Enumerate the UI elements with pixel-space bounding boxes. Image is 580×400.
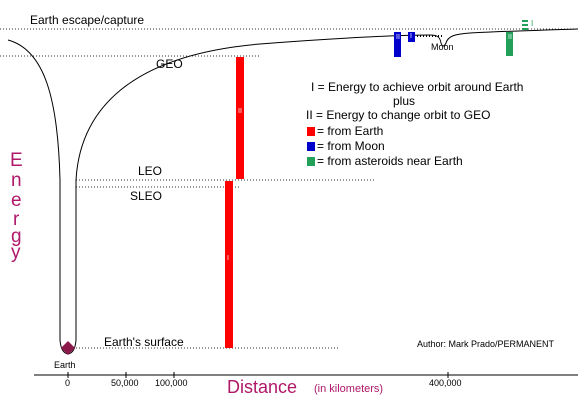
blue-bar-2-mark: I bbox=[410, 33, 412, 40]
earth-gravity-well bbox=[7, 34, 431, 355]
x-tick-label-400000: 400,000 bbox=[429, 378, 462, 388]
red-bar-orbit bbox=[225, 181, 233, 348]
surface-level-label: Earth's surface bbox=[104, 335, 184, 349]
green-asteroid-mark-3 bbox=[522, 28, 528, 30]
y-letter-2: n bbox=[11, 170, 22, 191]
blue-swatch bbox=[307, 142, 315, 151]
earth-label: Earth bbox=[54, 360, 76, 370]
x-axis-unit: (in kilometers) bbox=[314, 383, 384, 395]
green-bar-mark: II bbox=[508, 34, 512, 41]
y-letter-1: E bbox=[10, 150, 23, 171]
green-asteroid-mark-label: I bbox=[531, 19, 534, 28]
author-credit: Author: Mark Prado/PERMANENT bbox=[417, 339, 555, 349]
green-swatch bbox=[307, 157, 315, 166]
legend-line-2: plus bbox=[393, 94, 416, 108]
sleo-level-label: SLEO bbox=[130, 189, 163, 203]
legend-item-asteroids: = from asteroids near Earth bbox=[307, 154, 463, 168]
y-letter-4: r bbox=[13, 209, 20, 230]
red-bar-geo-mark: II bbox=[238, 108, 242, 115]
x-tick-label-0: 0 bbox=[65, 378, 71, 388]
legend-item-earth: = from Earth bbox=[307, 124, 383, 138]
moon-gravity-well bbox=[429, 28, 579, 47]
geo-level-label: GEO bbox=[156, 57, 183, 71]
y-letter-3: e bbox=[11, 190, 22, 211]
y-letter-5: g bbox=[11, 226, 22, 247]
escape-level-label: Earth escape/capture bbox=[30, 13, 145, 27]
leo-level-label: LEO bbox=[138, 164, 163, 178]
earth-marker bbox=[61, 341, 75, 355]
green-asteroid-mark-1 bbox=[522, 20, 528, 22]
green-asteroid-mark-2 bbox=[522, 24, 528, 26]
legend-item-moon: = from Moon bbox=[307, 139, 385, 153]
blue-bar-1-mark: II bbox=[396, 34, 400, 41]
legend-item-earth-label: = from Earth bbox=[317, 124, 384, 138]
red-bar-orbit-mark: I bbox=[227, 255, 229, 262]
x-tick-label-50000: 50,000 bbox=[111, 378, 139, 388]
moon-label: Moon bbox=[431, 42, 454, 52]
red-bar-geo bbox=[236, 57, 244, 179]
legend-item-asteroids-label: = from asteroids near Earth bbox=[317, 154, 463, 168]
red-swatch bbox=[307, 127, 315, 136]
legend-line-1: I = Energy to achieve orbit around Earth bbox=[311, 80, 524, 94]
legend-line-3: II = Energy to change orbit to GEO bbox=[306, 108, 491, 122]
y-letter-6: y bbox=[11, 242, 21, 263]
legend-item-moon-label: = from Moon bbox=[317, 139, 385, 153]
x-tick-label-100000: 100,000 bbox=[155, 378, 188, 388]
x-axis-title: Distance bbox=[227, 377, 298, 397]
blue-bar-1 bbox=[394, 32, 401, 57]
blue-bar-2 bbox=[408, 32, 415, 42]
green-bar bbox=[506, 32, 513, 56]
